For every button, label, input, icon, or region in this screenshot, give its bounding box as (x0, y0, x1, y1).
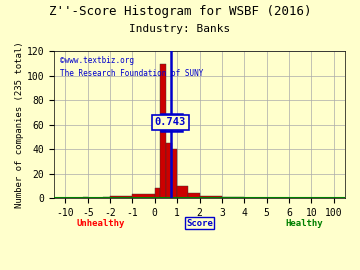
Bar (172, 149, 177, 198)
Text: Healthy: Healthy (285, 218, 323, 228)
Text: 0.743: 0.743 (155, 117, 186, 127)
Bar (161, 64, 166, 198)
Bar (103, 197, 110, 198)
Text: Unhealthy: Unhealthy (76, 218, 125, 228)
Text: Industry: Banks: Industry: Banks (129, 24, 231, 34)
Bar (83, 197, 88, 198)
Bar (199, 195, 222, 198)
Text: Score: Score (186, 218, 213, 228)
Text: ©www.textbiz.org: ©www.textbiz.org (60, 56, 134, 65)
Text: Z''-Score Histogram for WSBF (2016): Z''-Score Histogram for WSBF (2016) (49, 5, 311, 18)
Text: The Research Foundation of SUNY: The Research Foundation of SUNY (60, 69, 203, 78)
Bar (222, 197, 244, 198)
Bar (177, 186, 188, 198)
Bar (155, 188, 161, 198)
Bar (110, 195, 132, 198)
Bar (132, 194, 155, 198)
Bar (188, 193, 199, 198)
Bar (166, 143, 172, 198)
Y-axis label: Number of companies (235 total): Number of companies (235 total) (15, 41, 24, 208)
